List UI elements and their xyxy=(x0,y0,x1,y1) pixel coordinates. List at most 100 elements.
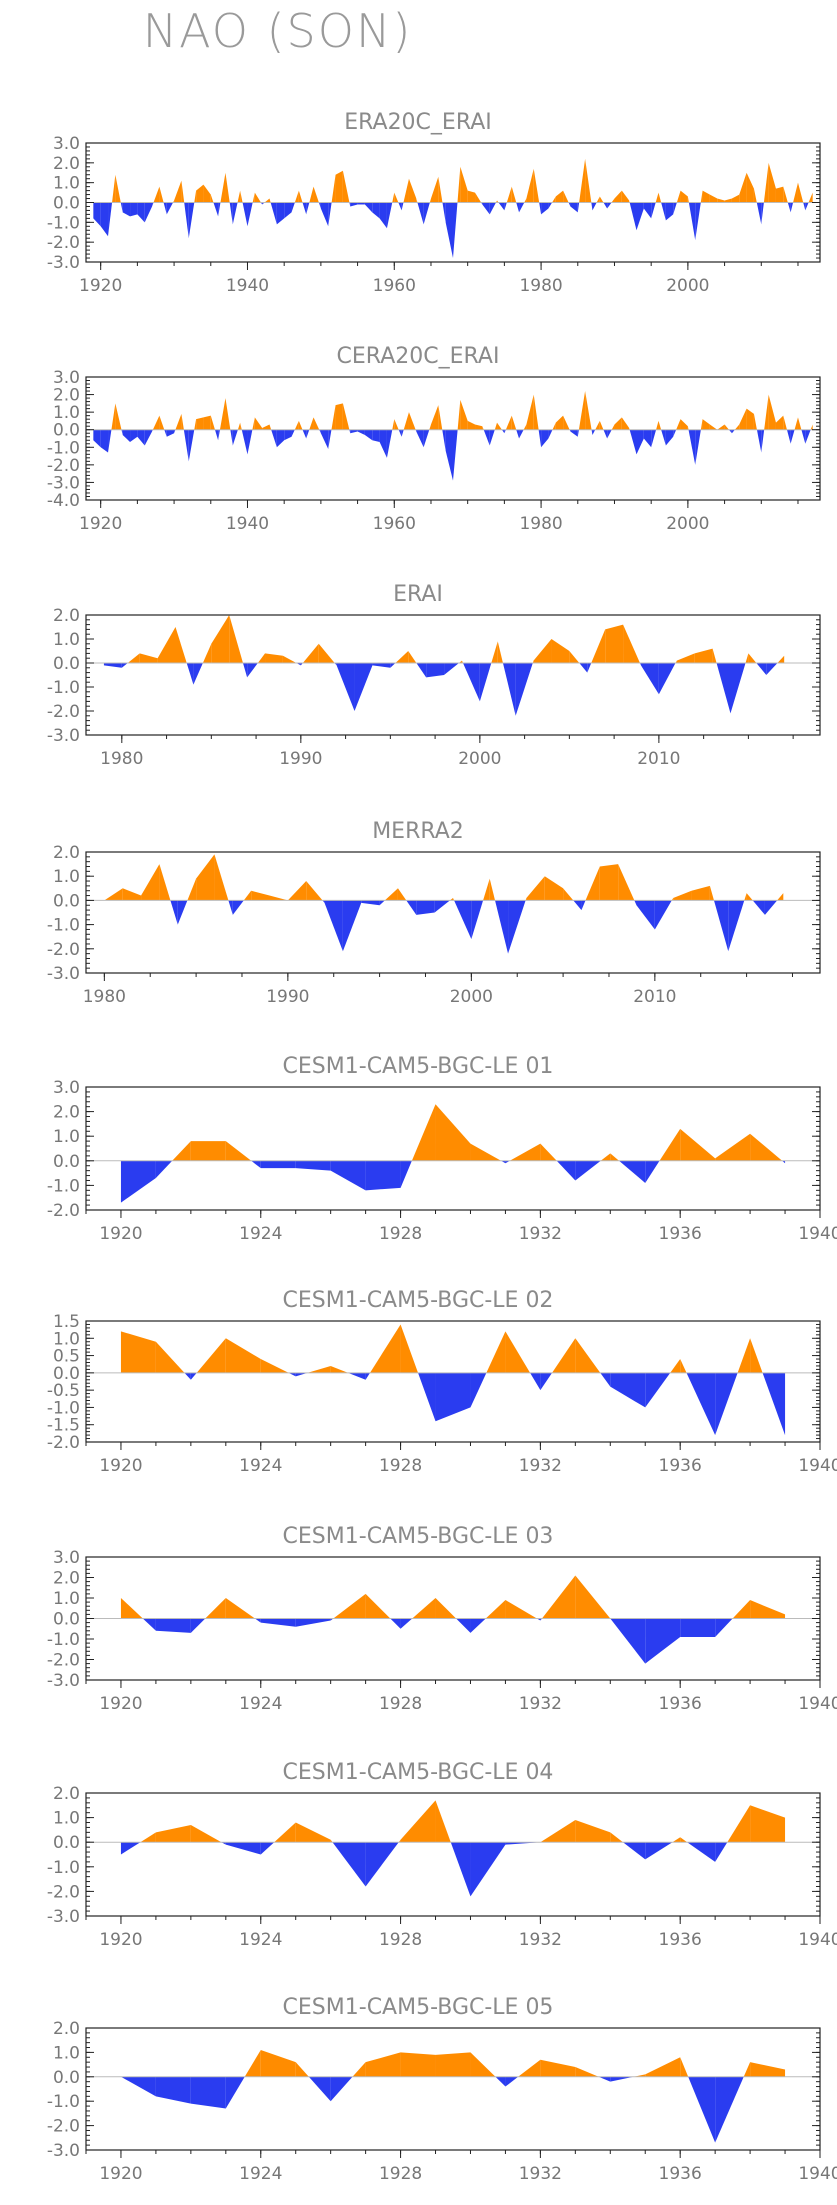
negative-area xyxy=(766,663,778,675)
positive-area xyxy=(563,415,570,430)
y-tick-label: 2.0 xyxy=(53,2019,80,2039)
negative-area xyxy=(324,900,343,952)
negative-area xyxy=(319,429,321,434)
negative-area xyxy=(556,1160,576,1181)
negative-area xyxy=(479,663,492,702)
negative-area xyxy=(530,1372,541,1391)
negative-area xyxy=(786,429,791,444)
positive-area xyxy=(265,653,283,663)
x-tick-label: 1928 xyxy=(379,1694,422,1714)
negative-area xyxy=(284,429,292,441)
negative-area xyxy=(495,2076,506,2087)
positive-area xyxy=(435,1598,457,1619)
positive-area xyxy=(397,888,407,901)
x-tick-label: 1924 xyxy=(239,2164,282,2184)
x-tick-label: 1940 xyxy=(226,514,269,534)
positive-area xyxy=(505,415,512,430)
negative-area xyxy=(505,1842,541,1845)
positive-area xyxy=(671,897,674,901)
positive-area xyxy=(400,2052,436,2077)
negative-area xyxy=(516,202,520,213)
negative-area xyxy=(221,1842,226,1845)
positive-area xyxy=(540,1143,557,1161)
negative-area xyxy=(639,663,641,666)
positive-area xyxy=(318,643,335,663)
positive-area xyxy=(700,190,703,203)
positive-area xyxy=(621,190,630,203)
positive-area xyxy=(467,420,476,430)
y-tick-label: -2.0 xyxy=(47,1201,80,1221)
negative-area xyxy=(495,900,509,954)
positive-area xyxy=(709,424,718,430)
negative-area xyxy=(540,1618,542,1621)
positive-area xyxy=(709,194,718,203)
negative-area xyxy=(228,900,233,915)
positive-area xyxy=(467,190,476,203)
positive-area xyxy=(104,888,123,901)
negative-area xyxy=(122,429,131,443)
positive-area xyxy=(680,190,688,203)
negative-area xyxy=(379,429,387,458)
positive-area xyxy=(365,1593,391,1619)
negative-area xyxy=(242,202,248,227)
positive-area xyxy=(313,186,319,203)
positive-area xyxy=(152,415,160,430)
negative-area xyxy=(505,1160,510,1164)
negative-area xyxy=(296,663,301,666)
x-tick-label: 1980 xyxy=(83,987,126,1007)
x-tick-label: 1932 xyxy=(519,2164,562,2184)
positive-area xyxy=(670,1359,681,1373)
x-tick-label: 1932 xyxy=(519,1694,562,1714)
positive-area xyxy=(190,1824,222,1843)
y-tick-label: -1.0 xyxy=(47,2092,80,2112)
negative-area xyxy=(254,1618,261,1623)
positive-area xyxy=(777,893,784,901)
positive-area xyxy=(618,864,635,901)
negative-area xyxy=(166,202,174,215)
positive-area xyxy=(768,162,776,203)
negative-area xyxy=(470,1372,487,1408)
positive-area xyxy=(709,885,714,901)
negative-area xyxy=(295,1160,331,1171)
negative-area xyxy=(519,429,524,439)
positive-area xyxy=(680,1837,688,1843)
positive-area xyxy=(506,186,512,203)
x-tick-label: 1932 xyxy=(519,1456,562,1476)
negative-area xyxy=(634,900,637,906)
positive-area xyxy=(257,653,266,663)
negative-area xyxy=(435,1372,471,1422)
positive-area xyxy=(748,653,757,663)
positive-area xyxy=(541,1575,576,1619)
negative-area xyxy=(445,202,453,259)
positive-area xyxy=(659,1128,681,1161)
positive-area xyxy=(159,186,164,203)
panel-8: CESM1-CAM5-BGC-LE 04 2.0 1.0 0.0 -1.0 -2.0 -3.… xyxy=(47,1760,837,1950)
positive-area xyxy=(810,424,813,430)
positive-area xyxy=(702,190,710,203)
y-tick-label: -2.0 xyxy=(47,1882,80,1902)
y-tick-label: 1.0 xyxy=(53,1329,80,1349)
x-tick-label: 1920 xyxy=(79,514,122,534)
negative-area xyxy=(643,202,652,219)
negative-area xyxy=(386,202,393,229)
positive-area xyxy=(775,415,784,430)
y-tick-label: 0.0 xyxy=(53,1833,80,1853)
positive-area xyxy=(335,170,343,203)
positive-area xyxy=(575,2067,599,2077)
negative-area xyxy=(174,429,176,434)
positive-area xyxy=(526,876,545,901)
positive-area xyxy=(575,1575,611,1619)
y-tick-label: -2.0 xyxy=(47,233,80,253)
negative-area xyxy=(308,2076,331,2102)
negative-area xyxy=(577,429,579,437)
negative-area xyxy=(801,429,806,444)
positive-area xyxy=(475,424,483,430)
negative-area xyxy=(454,900,472,940)
negative-area xyxy=(357,429,365,435)
negative-area xyxy=(540,1372,553,1391)
negative-area xyxy=(270,202,277,225)
positive-area xyxy=(429,198,431,203)
x-tick-label: 1920 xyxy=(99,1694,142,1714)
plot-frame xyxy=(85,1792,821,1917)
positive-area xyxy=(408,178,417,203)
